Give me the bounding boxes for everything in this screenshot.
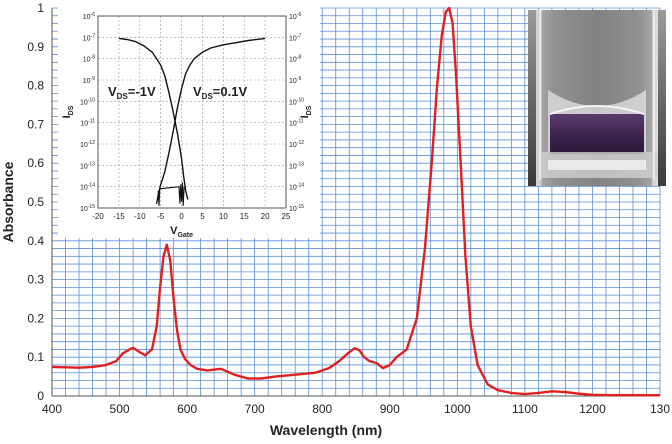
x-tick-label: 600 [177,402,197,416]
inset-y-tick-label-right: 10-8 [289,55,301,64]
inset-x-tick-label: -10 [134,212,146,221]
inset-annotation: VDS=0.1V [193,84,247,101]
y-tick-label: 0.4 [27,234,44,248]
inset-x-tick-label: -5 [157,212,165,221]
inset-x-tick-label: 20 [261,212,270,221]
x-tick-label: 1000 [444,402,471,416]
inset-transfer-curve [155,37,266,204]
inset-y-tick-label-left: 10-11 [80,119,95,128]
y-tick-label: 1 [37,1,44,15]
inset-y-tick-label-right: 10-7 [289,33,301,42]
inset-y-tick-label-right: 10-13 [289,161,304,170]
inset-x-tick-label: -20 [92,212,104,221]
inset-y-tick-label-left: 10-13 [80,161,95,170]
inset-x-tick-label: 15 [240,212,249,221]
inset-y-tick-label-left: 10-8 [83,55,95,64]
x-tick-label: 130 [650,402,670,416]
inset-y-axis-title-right: IDS [299,105,313,118]
inset-x-tick-label: 0 [179,212,184,221]
inset-y-axis-title-left: IDS [61,105,75,118]
x-axis-title: Wavelength (nm) [270,422,382,438]
inset-y-tick-label-right: 10-12 [289,140,304,149]
inset-y-tick-label-left: 10-14 [80,183,95,192]
y-tick-label: 0.8 [27,79,44,93]
transistor-transfer-chart: -20 -15 -10 -5 0 5 10 15 20 25 10-6 10-6 10-7 10-7 10-… [61,12,313,238]
inset-annotation: VDS=-1V [108,84,156,101]
inset-y-tick-label-right: 10-9 [289,76,301,85]
y-tick-label: 0.7 [27,117,44,131]
y-tick-label: 0.1 [27,350,44,364]
cuvette-photo [528,10,666,186]
inset-x-tick-label: 25 [282,212,291,221]
absorbance-series-line [51,6,660,397]
inset-x-axis-title: VGate [170,225,193,238]
y-tick-label: 0.2 [27,311,44,325]
x-tick-label: 900 [380,402,400,416]
x-tick-label: 1100 [512,402,538,416]
inset-labels: -20 -15 -10 -5 0 5 10 15 20 25 10-6 10-6 10-7 10-7 10-… [61,12,313,238]
transistor-inset: -20 -15 -10 -5 0 5 10 15 20 25 10-6 10-6 10-7 10-7 10-… [58,6,320,238]
inset-y-tick-label-left: 10-12 [80,140,95,149]
x-tick-label: 500 [110,402,130,416]
inset-y-tick-label-left: 10-15 [80,204,95,213]
y-tick-label: 0.6 [27,156,44,170]
inset-y-tick-label-right: 10-10 [289,97,304,106]
inset-y-tick-label-right: 10-15 [289,204,304,213]
inset-y-tick-label-left: 10-10 [80,97,95,106]
inset-y-tick-label-right: 10-14 [289,183,304,192]
y-tick-label: 0.5 [27,195,44,209]
inset-series [118,37,266,206]
x-tick-label: 400 [42,402,62,416]
x-tick-label: 700 [245,402,265,416]
inset-y-tick-label-right: 10-6 [289,12,301,21]
inset-noise-trace [157,182,185,206]
y-axis-title: Absorbance [0,161,16,242]
main-series [51,6,660,397]
x-tick-label: 1200 [579,402,606,416]
inset-y-tick-label-left: 10-7 [83,33,95,42]
inset-x-tick-label: 5 [200,212,205,221]
inset-y-tick-label-left: 10-6 [83,12,95,21]
inset-y-tick-label-right: 10-11 [289,119,304,128]
y-tick-label: 0 [37,389,44,403]
y-tick-label: 0.3 [27,273,44,287]
inset-frame [97,15,287,209]
main-axes [51,8,660,397]
x-tick-label: 800 [312,402,332,416]
y-tick-label: 0.9 [27,40,44,54]
inset-grid [97,15,287,209]
inset-x-tick-label: 10 [219,212,228,221]
inset-x-tick-label: -15 [113,212,125,221]
inset-transfer-curve [118,37,189,200]
inset-y-tick-label-left: 10-9 [83,76,95,85]
